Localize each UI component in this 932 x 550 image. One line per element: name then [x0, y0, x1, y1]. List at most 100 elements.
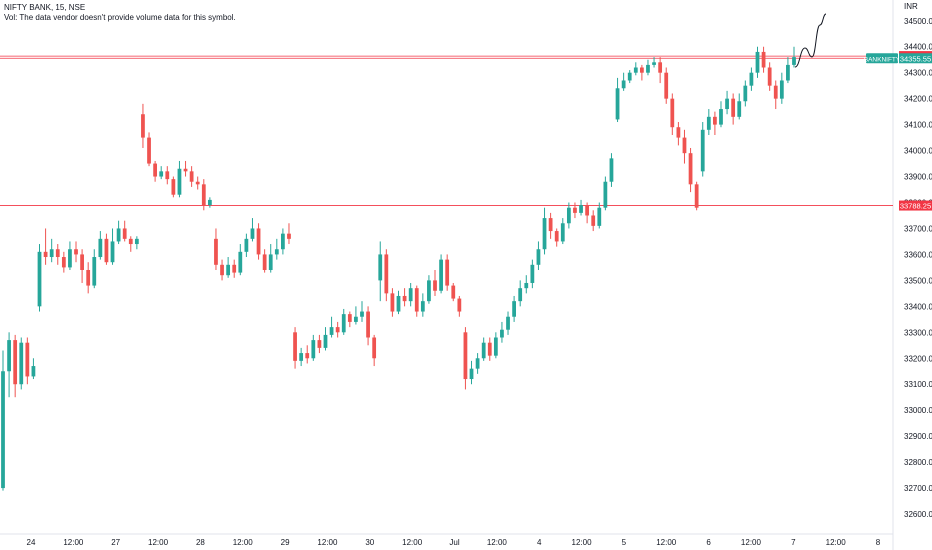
- candle[interactable]: [773, 80, 778, 110]
- candle[interactable]: [80, 249, 84, 283]
- candle[interactable]: [1, 350, 5, 491]
- candle[interactable]: [743, 80, 748, 107]
- candle[interactable]: [147, 132, 151, 167]
- candle[interactable]: [694, 181, 699, 211]
- candle[interactable]: [244, 233, 249, 258]
- candle[interactable]: [323, 327, 328, 351]
- candle[interactable]: [43, 228, 48, 265]
- candle[interactable]: [621, 72, 626, 91]
- candle[interactable]: [311, 334, 316, 361]
- candle[interactable]: [86, 262, 91, 294]
- candle[interactable]: [396, 290, 401, 315]
- candle[interactable]: [779, 72, 784, 104]
- candle[interactable]: [554, 228, 559, 247]
- candle[interactable]: [281, 228, 285, 255]
- candle[interactable]: [287, 223, 291, 245]
- candle[interactable]: [171, 176, 176, 198]
- candle[interactable]: [433, 270, 437, 296]
- candle[interactable]: [177, 160, 182, 198]
- candle[interactable]: [481, 337, 486, 361]
- candle[interactable]: [128, 236, 133, 252]
- candle[interactable]: [792, 46, 796, 68]
- candle[interactable]: [749, 67, 754, 91]
- candle[interactable]: [268, 244, 273, 273]
- candle[interactable]: [603, 176, 608, 211]
- candle[interactable]: [737, 93, 742, 120]
- candle[interactable]: [591, 210, 596, 232]
- candle[interactable]: [493, 332, 498, 359]
- candle[interactable]: [676, 122, 681, 146]
- candle[interactable]: [262, 249, 267, 273]
- candle[interactable]: [725, 90, 729, 115]
- candle[interactable]: [609, 153, 614, 187]
- price-axis[interactable]: 32600.00 32700.00 32800.00 32900.00 33000.00…: [904, 17, 932, 519]
- candle[interactable]: [68, 241, 72, 270]
- candle[interactable]: [110, 228, 115, 265]
- candle[interactable]: [37, 244, 42, 312]
- candle[interactable]: [761, 46, 766, 73]
- candle[interactable]: [274, 238, 279, 260]
- candle[interactable]: [536, 241, 541, 270]
- candle[interactable]: [183, 160, 188, 177]
- candle[interactable]: [220, 259, 224, 281]
- candle[interactable]: [25, 337, 30, 385]
- candle[interactable]: [402, 288, 407, 307]
- candle[interactable]: [700, 122, 705, 177]
- symbol-header[interactable]: NIFTY BANK, 15, NSE: [4, 3, 86, 12]
- candle[interactable]: [615, 77, 620, 123]
- candle[interactable]: [506, 311, 510, 335]
- candle[interactable]: [74, 241, 78, 263]
- candle[interactable]: [518, 280, 523, 307]
- candle[interactable]: [305, 345, 310, 364]
- candle[interactable]: [487, 337, 492, 361]
- candle[interactable]: [457, 295, 462, 317]
- candle[interactable]: [360, 301, 364, 322]
- candle[interactable]: [317, 334, 322, 354]
- candle[interactable]: [165, 166, 170, 185]
- forecast-drawing[interactable]: [794, 13, 827, 68]
- candle[interactable]: [597, 202, 602, 229]
- candle[interactable]: [195, 176, 200, 190]
- candle[interactable]: [55, 244, 60, 265]
- candle[interactable]: [713, 111, 717, 135]
- candle[interactable]: [329, 316, 334, 338]
- candle[interactable]: [226, 257, 231, 278]
- candle[interactable]: [639, 64, 644, 81]
- candle[interactable]: [366, 306, 370, 346]
- candle[interactable]: [31, 358, 36, 380]
- candle[interactable]: [445, 254, 450, 291]
- candle[interactable]: [378, 241, 383, 302]
- candle[interactable]: [469, 360, 474, 385]
- candle[interactable]: [664, 67, 669, 104]
- candle[interactable]: [670, 93, 675, 135]
- candle[interactable]: [189, 166, 194, 187]
- candle[interactable]: [652, 57, 656, 68]
- candle[interactable]: [384, 249, 389, 302]
- candle[interactable]: [585, 202, 590, 224]
- candle[interactable]: [427, 275, 431, 304]
- candle[interactable]: [141, 103, 145, 148]
- candle[interactable]: [159, 166, 164, 180]
- candle[interactable]: [49, 238, 54, 263]
- candle[interactable]: [134, 236, 139, 250]
- candle[interactable]: [238, 244, 243, 276]
- candle[interactable]: [92, 249, 97, 289]
- candles[interactable]: [1, 46, 796, 491]
- candle[interactable]: [207, 197, 212, 208]
- candle[interactable]: [706, 109, 711, 135]
- candle[interactable]: [354, 306, 358, 325]
- candle[interactable]: [372, 334, 377, 367]
- candle[interactable]: [627, 70, 632, 84]
- candle[interactable]: [755, 46, 760, 78]
- candle[interactable]: [500, 321, 504, 343]
- time-axis[interactable]: 24 12:00 27 12:00 28 12:00 29 12:00 30 12:00 Jul 12…: [27, 538, 881, 547]
- candle[interactable]: [524, 275, 529, 294]
- candle[interactable]: [633, 62, 638, 76]
- candle[interactable]: [256, 223, 261, 260]
- candle[interactable]: [7, 332, 11, 398]
- candle[interactable]: [719, 101, 723, 128]
- candle[interactable]: [116, 220, 121, 245]
- candle[interactable]: [19, 337, 24, 390]
- candle[interactable]: [414, 285, 419, 317]
